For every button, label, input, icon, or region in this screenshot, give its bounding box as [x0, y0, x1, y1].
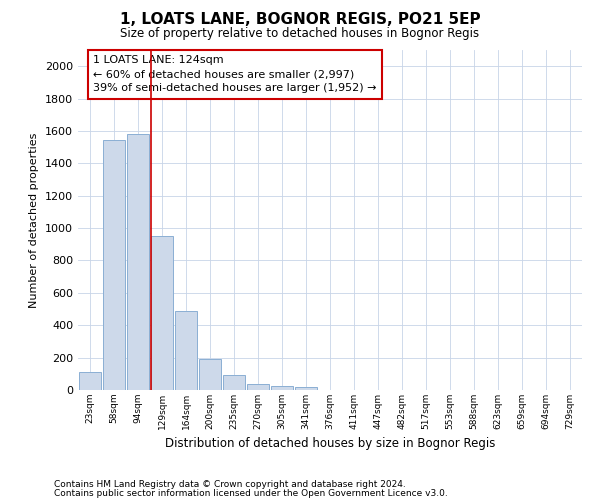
- Bar: [199, 359, 221, 390]
- Y-axis label: Number of detached properties: Number of detached properties: [29, 132, 40, 308]
- X-axis label: Distribution of detached houses by size in Bognor Regis: Distribution of detached houses by size …: [165, 438, 495, 450]
- Bar: [175, 312, 197, 390]
- Text: 1, LOATS LANE, BOGNOR REGIS, PO21 5EP: 1, LOATS LANE, BOGNOR REGIS, PO21 5EP: [119, 12, 481, 28]
- Text: Contains HM Land Registry data © Crown copyright and database right 2024.: Contains HM Land Registry data © Crown c…: [54, 480, 406, 489]
- Text: Contains public sector information licensed under the Open Government Licence v3: Contains public sector information licen…: [54, 489, 448, 498]
- Bar: [79, 372, 101, 390]
- Text: 1 LOATS LANE: 124sqm
← 60% of detached houses are smaller (2,997)
39% of semi-de: 1 LOATS LANE: 124sqm ← 60% of detached h…: [93, 55, 377, 93]
- Bar: [247, 384, 269, 390]
- Bar: [271, 386, 293, 390]
- Text: Size of property relative to detached houses in Bognor Regis: Size of property relative to detached ho…: [121, 28, 479, 40]
- Bar: [103, 140, 125, 390]
- Bar: [151, 236, 173, 390]
- Bar: [295, 387, 317, 390]
- Bar: [127, 134, 149, 390]
- Bar: [223, 375, 245, 390]
